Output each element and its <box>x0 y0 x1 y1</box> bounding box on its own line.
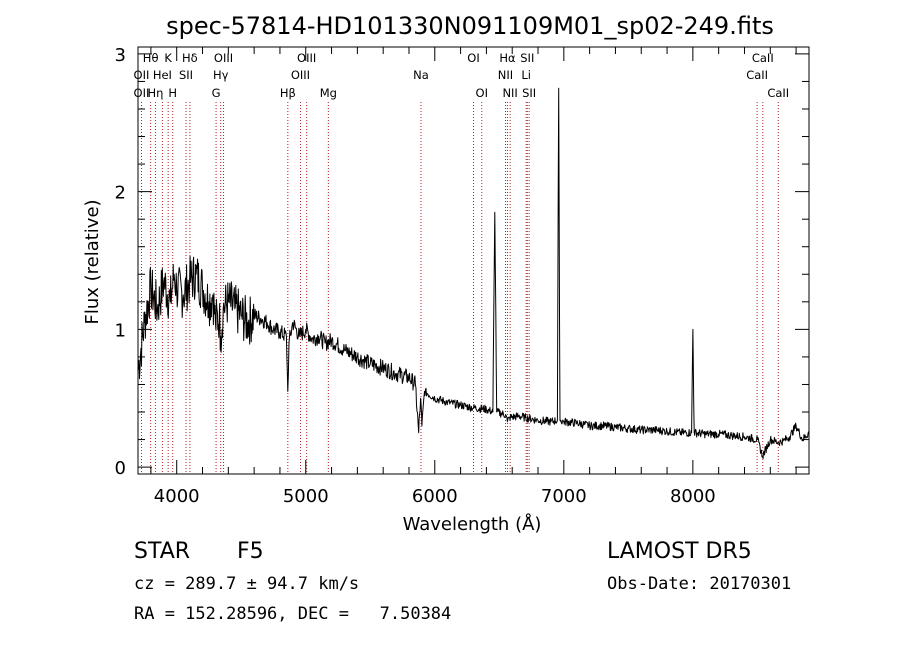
spectral-line-label: G <box>212 86 221 100</box>
y-tick-label: 0 <box>115 458 126 479</box>
spectral-line-markers <box>140 102 779 474</box>
x-tick-label: 7000 <box>541 486 587 507</box>
y-tick-label: 3 <box>115 45 126 66</box>
spectral-line-label: Hδ <box>182 51 198 65</box>
spectral-line-label: OII <box>134 68 150 82</box>
object-class: STAR <box>134 539 191 564</box>
y-tick-label: 2 <box>115 183 126 204</box>
spectral-line-label: SII <box>522 86 536 100</box>
chart-title: spec-57814-HD101330N091109M01_sp02-249.f… <box>166 12 774 40</box>
spectrum-series <box>137 87 810 459</box>
spectral-line-label: Mg <box>320 86 337 100</box>
spectral-line-label: CaII <box>767 86 789 100</box>
spectral-line-label: OIII <box>214 51 233 65</box>
spectral-line-label: CaII <box>746 68 768 82</box>
spectral-line-label: Hβ <box>280 86 296 100</box>
spectral-line-label: Na <box>413 68 429 82</box>
observation-date: Obs-Date: 20170301 <box>607 574 792 594</box>
spectral-line-label: Li <box>521 68 531 82</box>
spectral-line-label: OIII <box>291 68 310 82</box>
redshift-readout: cz = 289.7 ± 94.7 km/s <box>134 574 360 594</box>
spectral-line-label: OI <box>476 86 488 100</box>
spectral-line-label: HeI <box>153 68 172 82</box>
y-axis-label: Flux (relative) <box>82 199 103 324</box>
spectral-line-label: SII <box>179 68 193 82</box>
x-tick-label: 4000 <box>154 486 200 507</box>
y-tick-label: 1 <box>115 320 126 341</box>
spectrum-line <box>137 87 810 459</box>
survey-name: LAMOST DR5 <box>607 539 752 564</box>
x-tick-label: 5000 <box>283 486 329 507</box>
spectral-line-label: NII <box>498 68 513 82</box>
x-tick-label: 8000 <box>670 486 716 507</box>
spectral-line-label: K <box>164 51 172 65</box>
spectral-line-label: Hη <box>147 86 163 100</box>
plot-frame <box>137 46 810 475</box>
x-tick-label: 6000 <box>412 486 458 507</box>
spectral-line-label: OI <box>467 51 479 65</box>
spectral-line-label: OIII <box>297 51 316 65</box>
spectral-line-label: Hγ <box>213 68 229 82</box>
coordinates-readout: RA = 152.28596, DEC = 7.50384 <box>134 604 452 624</box>
x-axis-label: Wavelength (Å) <box>403 513 542 535</box>
spectral-subclass: F5 <box>237 539 264 564</box>
spectral-line-label: SII <box>520 51 534 65</box>
spectral-line-label: Hα <box>499 51 516 65</box>
axis-ticks: 4000 5000 6000 7000 8000 0 1 2 3 <box>115 45 809 507</box>
spectral-line-label: NII <box>502 86 517 100</box>
spectral-line-label: CaII <box>752 51 774 65</box>
spectral-line-label: Hθ <box>143 51 159 65</box>
spectral-line-label: H <box>168 86 177 100</box>
